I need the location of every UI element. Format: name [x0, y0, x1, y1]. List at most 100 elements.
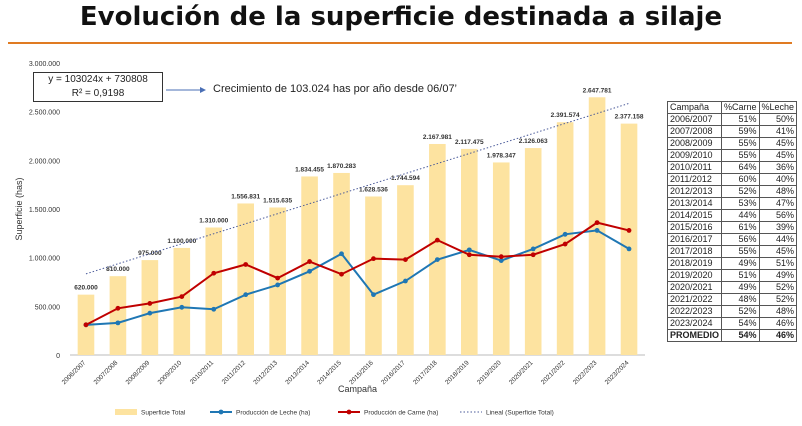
- table-cell: 44%: [758, 233, 798, 246]
- table-cell: 53%: [721, 197, 760, 210]
- table-cell: 47%: [758, 197, 798, 210]
- y-tick-label: 3.000.000: [29, 61, 60, 68]
- table-cell: 45%: [758, 137, 798, 150]
- table-cell: 46%: [758, 329, 798, 342]
- leche-line: [85, 229, 630, 326]
- bar: [333, 172, 350, 355]
- table-cell: 45%: [758, 245, 798, 258]
- table-row: 2022/2023 52% 48%: [666, 305, 798, 318]
- y-tick-label: 2.500.000: [29, 110, 60, 117]
- x-tick-label: 2010/2011: [189, 359, 216, 386]
- bar: [588, 97, 606, 355]
- x-tick-label: 2006/2007: [61, 359, 88, 386]
- leche-point: [626, 246, 632, 252]
- leche-point: [179, 304, 185, 310]
- bar-data-label: 2.117.475: [455, 139, 484, 146]
- leche-point: [275, 282, 281, 288]
- leche-point: [307, 268, 312, 274]
- x-tick-label: 2015/2016: [348, 359, 375, 386]
- bar: [397, 185, 414, 355]
- bar: [205, 227, 223, 355]
- carne-point: [243, 262, 249, 267]
- leche-point: [594, 228, 600, 233]
- table-cell: 2010/2011: [666, 161, 723, 174]
- bar-data-label: 2.126.063: [519, 138, 548, 145]
- legend-label: Producción de Leche (ha): [236, 410, 310, 417]
- bar-data-label: 1.628.536: [359, 186, 388, 193]
- carne-point: [466, 252, 472, 258]
- table-cell: 51%: [721, 269, 760, 282]
- table-cell: 54%: [721, 329, 760, 342]
- table-row: 2007/2008 59% 41%: [666, 125, 798, 138]
- x-tick-label: 2009/2010: [157, 359, 184, 386]
- x-tick-label: 2019/2020: [476, 359, 503, 386]
- carne-line: [85, 221, 630, 326]
- table-cell: 52%: [758, 293, 798, 306]
- bar-data-label: 1.515.635: [263, 197, 292, 204]
- table-cell: 2023/2024: [666, 317, 723, 330]
- table-row: 2020/2021 49% 52%: [666, 281, 798, 294]
- y-tick-label: 1.500.000: [29, 207, 60, 214]
- bar-data-label: 2.167.981: [423, 134, 452, 141]
- table-cell: 2011/2012: [666, 173, 723, 186]
- table-cell: 40%: [758, 173, 798, 186]
- leche-point: [498, 258, 504, 263]
- table-cell: 2017/2018: [666, 245, 723, 258]
- bar: [524, 148, 542, 355]
- carne-point: [147, 301, 153, 306]
- bar-data-label: 1.978.347: [487, 152, 516, 159]
- table-cell: 2014/2015: [666, 209, 723, 222]
- table-cell: 59%: [721, 125, 760, 138]
- table-cell: 49%: [758, 269, 798, 282]
- table-row: 2018/2019 49% 51%: [666, 257, 798, 270]
- x-tick-label: 2011/2012: [221, 359, 248, 386]
- bar: [109, 276, 127, 355]
- leche-point: [243, 292, 249, 298]
- table-row: 2023/2024 54% 46%: [666, 317, 798, 330]
- trend-line: [85, 102, 630, 275]
- table-cell: 36%: [758, 161, 798, 174]
- table-cell: 2020/2021: [666, 281, 723, 294]
- bar: [173, 247, 191, 355]
- table-cell: 51%: [758, 257, 798, 270]
- x-tick-label: 2016/2017: [380, 359, 407, 386]
- table-cell: 44%: [721, 209, 760, 222]
- carne-point: [339, 271, 344, 277]
- x-tick-label: 2007/2008: [93, 359, 120, 386]
- legend-label: Superficie Total: [141, 410, 186, 417]
- table-cell: 55%: [721, 137, 760, 150]
- bar: [269, 207, 286, 355]
- bar-data-label: 2.377.158: [615, 114, 644, 121]
- leche-point: [115, 320, 121, 326]
- bar: [620, 123, 638, 355]
- x-tick-label: 2018/2019: [444, 359, 471, 386]
- table-row: 2021/2022 48% 52%: [666, 293, 798, 306]
- table-row: 2015/2016 61% 39%: [666, 221, 798, 234]
- table-cell: 46%: [758, 317, 798, 330]
- table-header-row: Campaña %Carne %Leche: [666, 101, 798, 114]
- table-cell: 52%: [721, 185, 760, 198]
- leche-point: [403, 278, 408, 284]
- table-row: 2010/2011 64% 36%: [666, 161, 798, 174]
- trendline-equation: y = 103024x + 730808: [48, 74, 148, 85]
- table-cell: 60%: [721, 173, 760, 186]
- leche-point: [339, 251, 344, 257]
- x-tick-label: 2021/2022: [540, 359, 567, 386]
- table-cell: 39%: [758, 221, 798, 234]
- bar: [237, 203, 254, 355]
- x-tick-label: 2012/2013: [252, 359, 279, 386]
- title-divider: [8, 42, 792, 44]
- table-row: 2014/2015 44% 56%: [666, 209, 798, 222]
- table-cell: 2013/2014: [666, 197, 723, 210]
- leche-point: [562, 231, 568, 237]
- x-tick-label: 2013/2014: [284, 359, 311, 386]
- x-tick-label: 2014/2015: [316, 359, 343, 386]
- bar-data-label: 1.870.283: [327, 163, 356, 170]
- table-header: Campaña: [666, 101, 723, 114]
- carne-point: [115, 305, 121, 311]
- carne-point: [626, 228, 632, 233]
- carne-point: [179, 294, 185, 299]
- table-cell: 2006/2007: [666, 113, 723, 126]
- table-cell: 48%: [758, 185, 798, 198]
- y-tick-label: 500.000: [35, 304, 60, 311]
